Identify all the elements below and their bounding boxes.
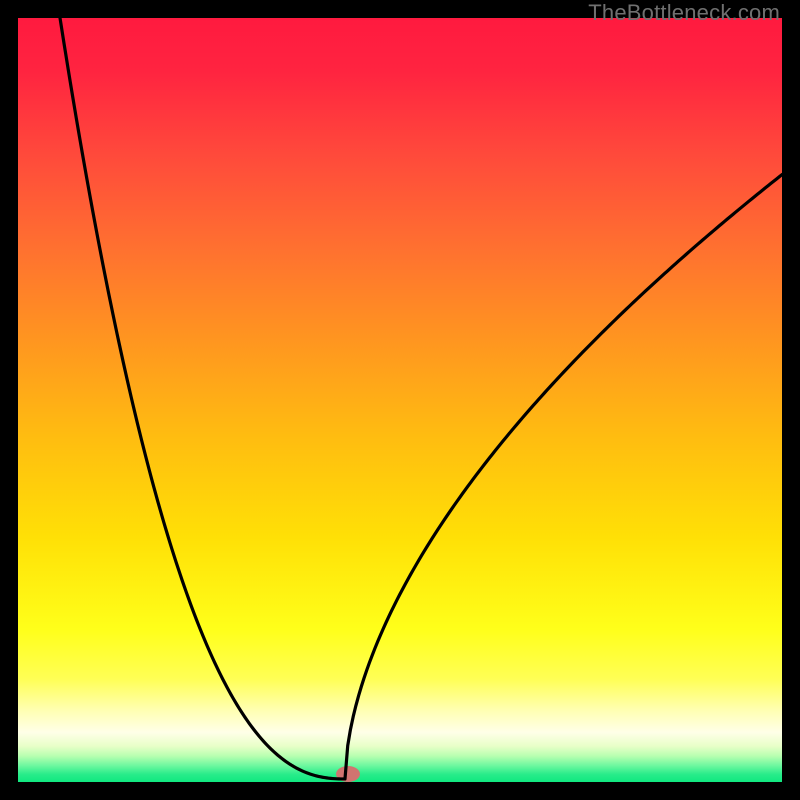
optimum-marker (336, 766, 360, 782)
chart-stage: TheBottleneck.com (0, 0, 800, 800)
watermark-text: TheBottleneck.com (588, 0, 780, 26)
plot-area (18, 18, 782, 782)
heat-gradient (18, 18, 782, 782)
